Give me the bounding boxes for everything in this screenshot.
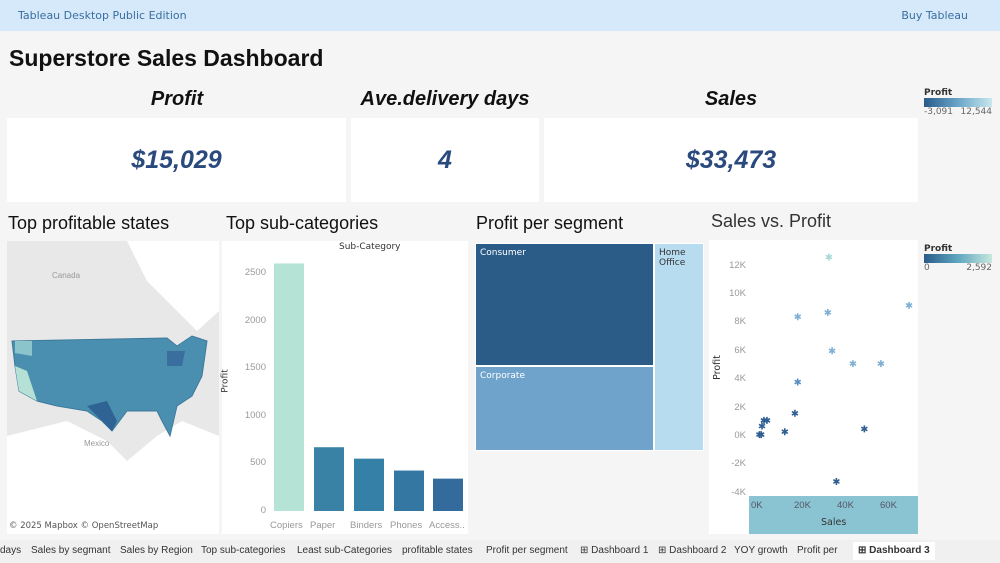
bar-y-label: Profit <box>220 369 231 393</box>
bar[interactable] <box>433 478 463 511</box>
scatter-chart: Sales Profit 12K 10K 8K 6K 4K 2K 0K -2K -4K 0K 20K… <box>709 240 918 534</box>
app-title: Tableau Desktop Public Edition <box>18 9 187 22</box>
scatter-point[interactable] <box>758 422 766 430</box>
scatter-title: Sales vs. Profit <box>711 211 832 231</box>
scatter-point[interactable] <box>791 409 799 417</box>
scatter-point[interactable] <box>824 308 832 316</box>
treemap-label: Consumer <box>480 248 526 258</box>
map-legend: Profit -3,091 12,544 <box>924 88 992 117</box>
treemap: Consumer Corporate Home Office <box>475 243 704 451</box>
y-tick: 12K <box>729 259 746 271</box>
treemap-home-office[interactable]: Home Office <box>654 243 704 451</box>
x-tick: 0K <box>751 500 763 511</box>
scatter-legend: Profit 0 2,592 <box>924 244 992 273</box>
y-tick: 1500 <box>244 362 266 374</box>
x-tick: Copiers <box>270 520 303 531</box>
sheet-tab[interactable]: profitable states <box>402 545 473 556</box>
y-tick: 1000 <box>244 409 266 421</box>
sheet-tab[interactable]: YOY growth <box>734 545 788 556</box>
state-map[interactable]: Canada Mexico © 2025 Mapbox © OpenStreet… <box>7 241 219 534</box>
y-tick: 2K <box>734 401 746 413</box>
bar[interactable] <box>314 447 344 511</box>
kpi-delivery-value: 4 <box>351 118 539 202</box>
sheet-tab[interactable]: Profit per <box>797 545 838 556</box>
scatter-point[interactable] <box>905 301 913 309</box>
x-tick: Binders <box>350 520 383 531</box>
scatter-point[interactable] <box>860 425 868 433</box>
scatter-point[interactable] <box>794 378 802 386</box>
tree-title: Profit per segment <box>476 213 624 233</box>
bar-chart-header: Sub-Category <box>339 242 401 252</box>
top-bar: Tableau Desktop Public Edition Buy Table… <box>0 0 1000 31</box>
treemap-corporate[interactable]: Corporate <box>475 366 654 451</box>
scatter-point[interactable] <box>828 347 836 355</box>
y-tick: 0 <box>260 505 266 516</box>
scatter-point[interactable] <box>794 313 802 321</box>
y-tick: 2500 <box>244 267 266 278</box>
dashboard-title: Superstore Sales Dashboard <box>9 45 324 71</box>
bars-title: Top sub-categories <box>226 213 379 233</box>
bar[interactable] <box>354 458 384 511</box>
kpi-sales-value: $33,473 <box>544 118 918 202</box>
legend-title: Profit <box>924 244 953 254</box>
kpi-profit-value: $15,029 <box>7 118 346 202</box>
scatter-point[interactable] <box>832 477 840 485</box>
buy-tableau-link[interactable]: Buy Tableau <box>901 9 968 22</box>
map-label-mexico: Mexico <box>84 439 110 448</box>
sheet-tab[interactable]: ⊞ Dashboard 2 <box>658 545 727 556</box>
scatter-point[interactable] <box>849 360 857 368</box>
y-tick: 0K <box>734 430 746 441</box>
legend-max: 12,544 <box>960 107 993 117</box>
bar[interactable] <box>394 470 424 511</box>
kpi-delivery-label: Ave.delivery days <box>360 88 530 110</box>
y-tick: 500 <box>250 457 266 469</box>
sheet-tab[interactable]: Least sub-Categories <box>297 545 393 556</box>
kpi-profit-label: Profit <box>150 88 204 110</box>
legend-gradient <box>924 254 992 263</box>
y-tick: -2K <box>731 458 746 470</box>
sheet-tab[interactable]: Sales by Region <box>120 545 193 556</box>
y-tick: -4K <box>731 486 746 498</box>
x-axis-band <box>749 496 918 534</box>
x-tick: Paper <box>310 520 336 531</box>
sheet-tab[interactable]: Profit per segment <box>486 545 568 556</box>
scatter-point[interactable] <box>877 360 885 368</box>
sheet-tabs: days Sales by segmant Sales by Region Top s… <box>0 540 1000 563</box>
kpi-sales-label: Sales <box>704 88 758 110</box>
y-tick: 4K <box>734 373 746 385</box>
scatter-point[interactable] <box>825 253 833 261</box>
map-label-canada: Canada <box>52 271 81 280</box>
scatter-point[interactable] <box>763 416 771 424</box>
sheet-tab[interactable]: Sales by segmant <box>31 545 111 556</box>
treemap-consumer[interactable]: Consumer <box>475 243 654 366</box>
treemap-label: Corporate <box>480 371 525 381</box>
x-tick: 40K <box>837 500 854 511</box>
map-attribution[interactable]: © 2025 Mapbox © OpenStreetMap <box>9 521 159 531</box>
y-tick: 6K <box>734 344 746 356</box>
legend-min: 0 <box>924 263 930 273</box>
y-tick: 8K <box>734 316 746 328</box>
sheet-tab[interactable]: ⊞ Dashboard 3 <box>853 542 935 560</box>
scatter-y-label: Profit <box>711 355 723 380</box>
x-tick: Access.. <box>429 520 465 531</box>
map-title: Top profitable states <box>8 213 170 233</box>
treemap-label: Home Office <box>659 248 686 268</box>
bar-chart: Sub-Category Profit 0 500 1000 1500 2000 2500… <box>220 241 468 534</box>
sheet-tab[interactable]: days <box>0 545 22 556</box>
bar[interactable] <box>274 263 304 511</box>
scatter-point[interactable] <box>781 428 789 436</box>
legend-title: Profit <box>924 88 953 98</box>
y-tick: 10K <box>729 288 746 299</box>
legend-gradient <box>924 98 992 107</box>
x-tick: 20K <box>794 500 811 511</box>
sheet-tab[interactable]: ⊞ Dashboard 1 <box>580 545 649 556</box>
x-tick: Phones <box>390 520 423 531</box>
x-tick: 60K <box>880 500 897 511</box>
scatter-point[interactable] <box>757 431 765 439</box>
scatter-x-label: Sales <box>821 517 847 528</box>
legend-min: -3,091 <box>924 107 954 117</box>
y-tick: 2000 <box>244 314 266 326</box>
sheet-tab[interactable]: Top sub-categories <box>201 545 286 556</box>
legend-max: 2,592 <box>966 263 992 273</box>
